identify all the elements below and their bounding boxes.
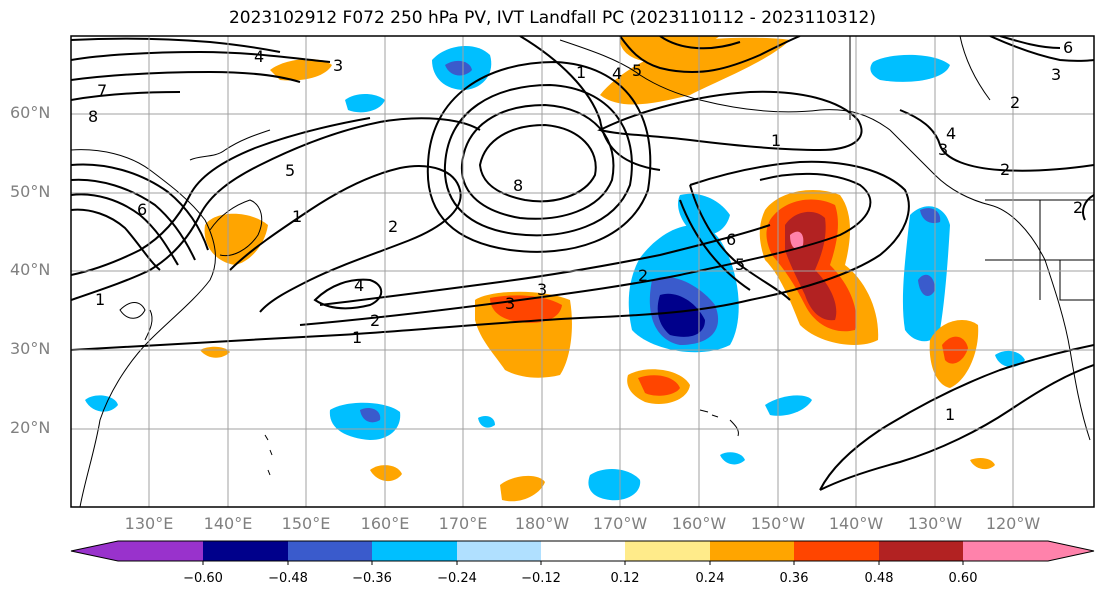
lon-label: 150°E bbox=[281, 514, 331, 533]
contour-label: 2 bbox=[1010, 93, 1020, 112]
contour-label: 2 bbox=[388, 217, 398, 236]
lon-label: 170°E bbox=[438, 514, 488, 533]
contour-label: 1 bbox=[576, 63, 586, 82]
contour-label: 6 bbox=[137, 200, 147, 219]
contour-label: 8 bbox=[513, 176, 523, 195]
pv-contours bbox=[71, 36, 1094, 491]
colorbar-tick-label: −0.36 bbox=[352, 571, 392, 586]
lon-label: 170°W bbox=[592, 514, 648, 533]
map-frame bbox=[70, 35, 1095, 508]
colorbar-tick-label: 0.36 bbox=[779, 571, 809, 586]
contour-label: 1 bbox=[352, 328, 362, 347]
lat-label-50n: 50°N bbox=[10, 182, 51, 201]
contour-label: 6 bbox=[1063, 38, 1073, 57]
lon-label: 140°W bbox=[828, 514, 884, 533]
colorbar-tick-label: 0.48 bbox=[864, 571, 894, 586]
contour-label: 7 bbox=[97, 81, 107, 100]
colorbar bbox=[70, 540, 1095, 565]
graticule bbox=[71, 36, 1094, 507]
ivt-shading bbox=[85, 36, 1025, 502]
colorbar-tick-label: −0.60 bbox=[183, 571, 223, 586]
contour-labels: 4 3 7 8 5 6 1 2 4 3 2 1 1 2 3 4 5 6 8 1 … bbox=[88, 38, 1083, 424]
colorbar-tick-label: −0.24 bbox=[437, 571, 477, 586]
contour-label: 5 bbox=[285, 161, 295, 180]
lon-label: 150°W bbox=[750, 514, 806, 533]
contour-label: 5 bbox=[632, 61, 642, 80]
lat-label-20n: 20°N bbox=[10, 418, 51, 437]
lon-label: 160°E bbox=[360, 514, 410, 533]
coastlines bbox=[71, 36, 1094, 507]
lat-label-40n: 40°N bbox=[10, 260, 51, 279]
lat-label-60n: 60°N bbox=[10, 103, 51, 122]
lon-label: 180°W bbox=[514, 514, 570, 533]
contour-label: 5 bbox=[735, 255, 745, 274]
lon-label: 140°E bbox=[203, 514, 253, 533]
contour-label: 2 bbox=[370, 311, 380, 330]
contour-label: 2 bbox=[1073, 198, 1083, 217]
lon-label: 130°W bbox=[907, 514, 963, 533]
contour-label: 3 bbox=[333, 56, 343, 75]
contour-label: 8 bbox=[88, 107, 98, 126]
lon-label: 120°W bbox=[985, 514, 1041, 533]
contour-label: 1 bbox=[945, 405, 955, 424]
neg-area-south bbox=[329, 402, 401, 440]
colorbar-tick-label: 0.60 bbox=[948, 571, 978, 586]
lon-label: 160°W bbox=[671, 514, 727, 533]
contour-label: 4 bbox=[354, 276, 364, 295]
contour-label: 3 bbox=[938, 140, 948, 159]
contour-label: 4 bbox=[946, 124, 956, 143]
colorbar-tick-label: 0.24 bbox=[695, 571, 725, 586]
lon-label: 130°E bbox=[124, 514, 174, 533]
lat-label-30n: 30°N bbox=[10, 339, 51, 358]
contour-label: 3 bbox=[1051, 65, 1061, 84]
contour-label: 6 bbox=[726, 230, 736, 249]
contour-label: 4 bbox=[254, 47, 264, 66]
contour-label: 1 bbox=[771, 131, 781, 150]
contour-label: 1 bbox=[95, 290, 105, 309]
contour-label: 3 bbox=[505, 294, 515, 313]
colorbar-tick-label: 0.12 bbox=[610, 571, 640, 586]
contour-label: 2 bbox=[1000, 160, 1010, 179]
map-title: 2023102912 F072 250 hPa PV, IVT Landfall… bbox=[228, 8, 876, 28]
contour-label: 3 bbox=[537, 280, 547, 299]
contour-label: 4 bbox=[612, 64, 622, 83]
colorbar-tick-label: −0.48 bbox=[268, 571, 308, 586]
contour-label: 2 bbox=[638, 266, 648, 285]
colorbar-tick-label: −0.12 bbox=[521, 571, 561, 586]
contour-label: 1 bbox=[292, 207, 302, 226]
neg-area-east bbox=[902, 206, 950, 342]
